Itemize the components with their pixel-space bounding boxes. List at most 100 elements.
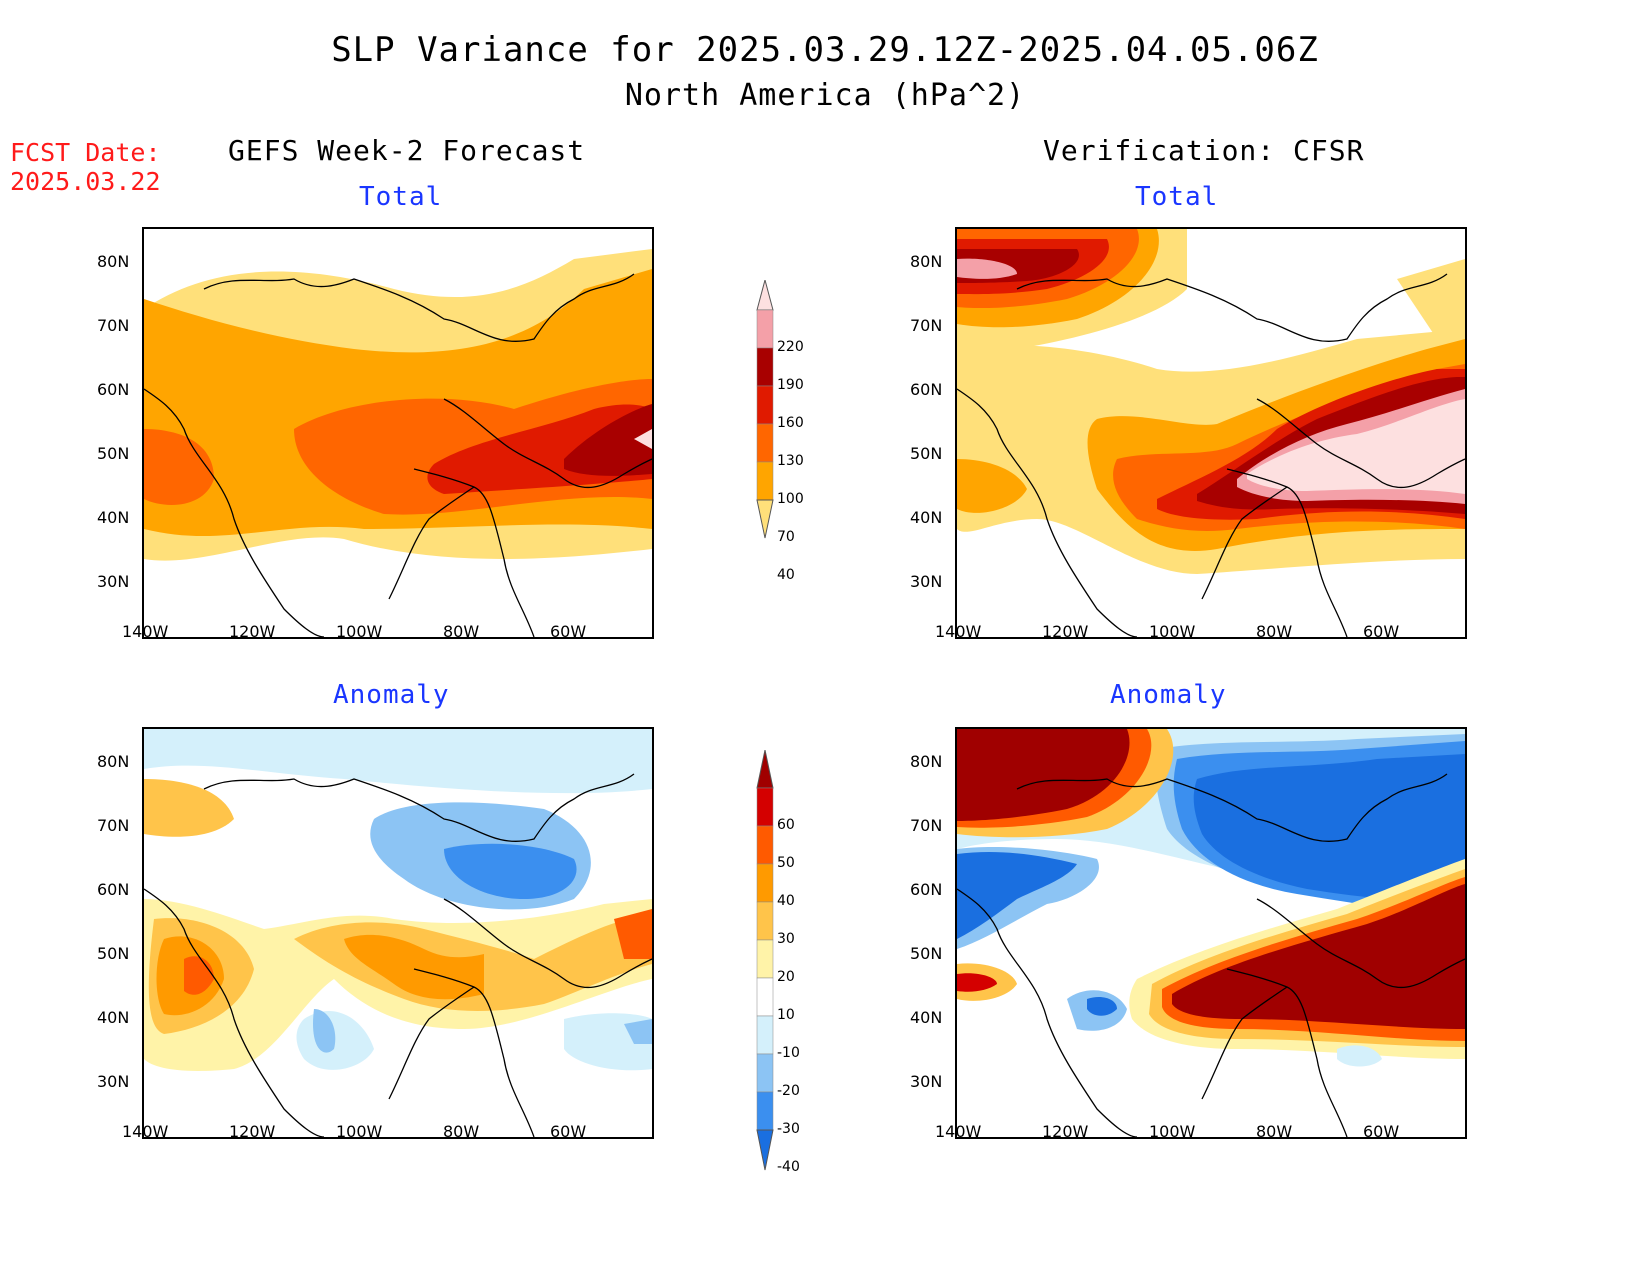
panel-title-verif-total: Total [1135, 182, 1219, 212]
lat-tick-label: 30N [910, 572, 943, 591]
colorbar-level-label: -10 [777, 1045, 800, 1061]
map-panel-verif-anomaly [955, 727, 1467, 1139]
left-column-heading: GEFS Week-2 Forecast [228, 134, 586, 167]
map-panel-fcst-anomaly [142, 727, 654, 1139]
lon-tick-label: 100W [336, 622, 383, 641]
field-fcst-total [144, 249, 652, 637]
lon-tick-label: 100W [1149, 622, 1196, 641]
lon-tick-label: 60W [550, 622, 587, 641]
lat-tick-label: 80N [97, 252, 130, 271]
colorbar-arrow-top [756, 280, 774, 311]
lon-tick-label: 100W [1149, 1122, 1196, 1141]
lat-tick-label: 40N [910, 508, 943, 527]
colorbar-swatch [756, 423, 774, 463]
lat-tick-label: 80N [910, 252, 943, 271]
lat-tick-label: 50N [97, 444, 130, 463]
map-panel-verif-total [955, 227, 1467, 639]
colorbar-arrow-top [756, 750, 774, 789]
colorbar-swatch [756, 1015, 774, 1055]
colorbar-level-label: -20 [777, 1083, 800, 1099]
lat-tick-label: 70N [910, 316, 943, 335]
lat-tick-label: 60N [910, 380, 943, 399]
lat-tick-label: 50N [97, 944, 130, 963]
lat-tick-label: 50N [910, 944, 943, 963]
colorbar-level-label: 190 [777, 377, 804, 393]
colorbar-arrow-bottom [756, 1129, 774, 1171]
colorbar-level-label: 100 [777, 491, 804, 507]
lon-tick-label: 80W [1256, 622, 1293, 641]
field-verif-total [957, 229, 1465, 637]
panel-title-fcst-anomaly: Anomaly [333, 680, 450, 710]
colorbar-swatch [756, 1053, 774, 1093]
colorbar-swatch [756, 1091, 774, 1131]
lat-tick-label: 40N [910, 1008, 943, 1027]
fcst-date-caption: FCST Date: [10, 138, 161, 167]
colorbar-total [756, 280, 774, 539]
colorbar-swatch [756, 385, 774, 425]
panel-title-fcst-total: Total [359, 182, 443, 212]
colorbar-level-label: 50 [777, 855, 795, 871]
chart-subtitle: North America (hPa^2) [624, 78, 1026, 113]
lon-tick-label: 100W [336, 1122, 383, 1141]
lon-tick-label: 140W [935, 1122, 982, 1141]
colorbar-swatch [756, 901, 774, 941]
colorbar-anomaly [756, 750, 774, 1171]
lon-tick-label: 60W [1363, 1122, 1400, 1141]
colorbar-swatch [756, 825, 774, 865]
field-verif-anomaly [957, 729, 1465, 1137]
lat-tick-label: 80N [910, 752, 943, 771]
colorbar-level-label: 220 [777, 339, 804, 355]
lon-tick-label: 140W [935, 622, 982, 641]
lon-tick-label: 80W [443, 622, 480, 641]
lat-tick-label: 30N [910, 1072, 943, 1091]
colorbar-swatch [756, 461, 774, 501]
lat-tick-label: 60N [910, 880, 943, 899]
colorbar-level-label: -30 [777, 1121, 800, 1137]
lat-tick-label: 40N [97, 1008, 130, 1027]
lon-tick-label: 120W [229, 1122, 276, 1141]
lon-tick-label: 120W [1042, 1122, 1089, 1141]
colorbar-level-label: 10 [777, 1007, 795, 1023]
lon-tick-label: 120W [1042, 622, 1089, 641]
colorbar-swatch [756, 347, 774, 387]
lat-tick-label: 70N [97, 316, 130, 335]
colorbar-arrow-bottom [756, 499, 774, 539]
colorbar-level-label: 70 [777, 529, 795, 545]
lat-tick-label: 30N [97, 572, 130, 591]
lon-tick-label: 60W [1363, 622, 1400, 641]
lat-tick-label: 80N [97, 752, 130, 771]
colorbar-swatch [756, 863, 774, 903]
lat-tick-label: 60N [97, 380, 130, 399]
colorbar-swatch [756, 939, 774, 979]
colorbar-level-label: 20 [777, 969, 795, 985]
map-panel-fcst-total [142, 227, 654, 639]
right-column-heading: Verification: CFSR [1043, 134, 1365, 167]
lat-tick-label: 60N [97, 880, 130, 899]
colorbar-level-label: 60 [777, 817, 795, 833]
colorbar-level-label: 130 [777, 453, 804, 469]
lon-tick-label: 140W [122, 1122, 169, 1141]
lat-tick-label: 50N [910, 444, 943, 463]
chart-title: SLP Variance for 2025.03.29.12Z-2025.04.… [331, 30, 1319, 70]
panel-title-verif-anomaly: Anomaly [1110, 680, 1227, 710]
lat-tick-label: 30N [97, 1072, 130, 1091]
lat-tick-label: 70N [910, 816, 943, 835]
lon-tick-label: 80W [1256, 1122, 1293, 1141]
lon-tick-label: 60W [550, 1122, 587, 1141]
colorbar-swatch [756, 787, 774, 827]
colorbar-level-label: 40 [777, 893, 795, 909]
fcst-date-label: FCST Date: 2025.03.22 [10, 138, 161, 196]
colorbar-level-label: -40 [777, 1159, 800, 1175]
lon-tick-label: 140W [122, 622, 169, 641]
colorbar-swatch [756, 977, 774, 1017]
lon-tick-label: 120W [229, 622, 276, 641]
lat-tick-label: 40N [97, 508, 130, 527]
colorbar-level-label: 40 [777, 567, 795, 583]
field-fcst-anomaly [144, 729, 652, 1137]
lat-tick-label: 70N [97, 816, 130, 835]
colorbar-level-label: 160 [777, 415, 804, 431]
colorbar-swatch [756, 309, 774, 349]
fcst-date-value: 2025.03.22 [10, 167, 161, 196]
lon-tick-label: 80W [443, 1122, 480, 1141]
colorbar-level-label: 30 [777, 931, 795, 947]
